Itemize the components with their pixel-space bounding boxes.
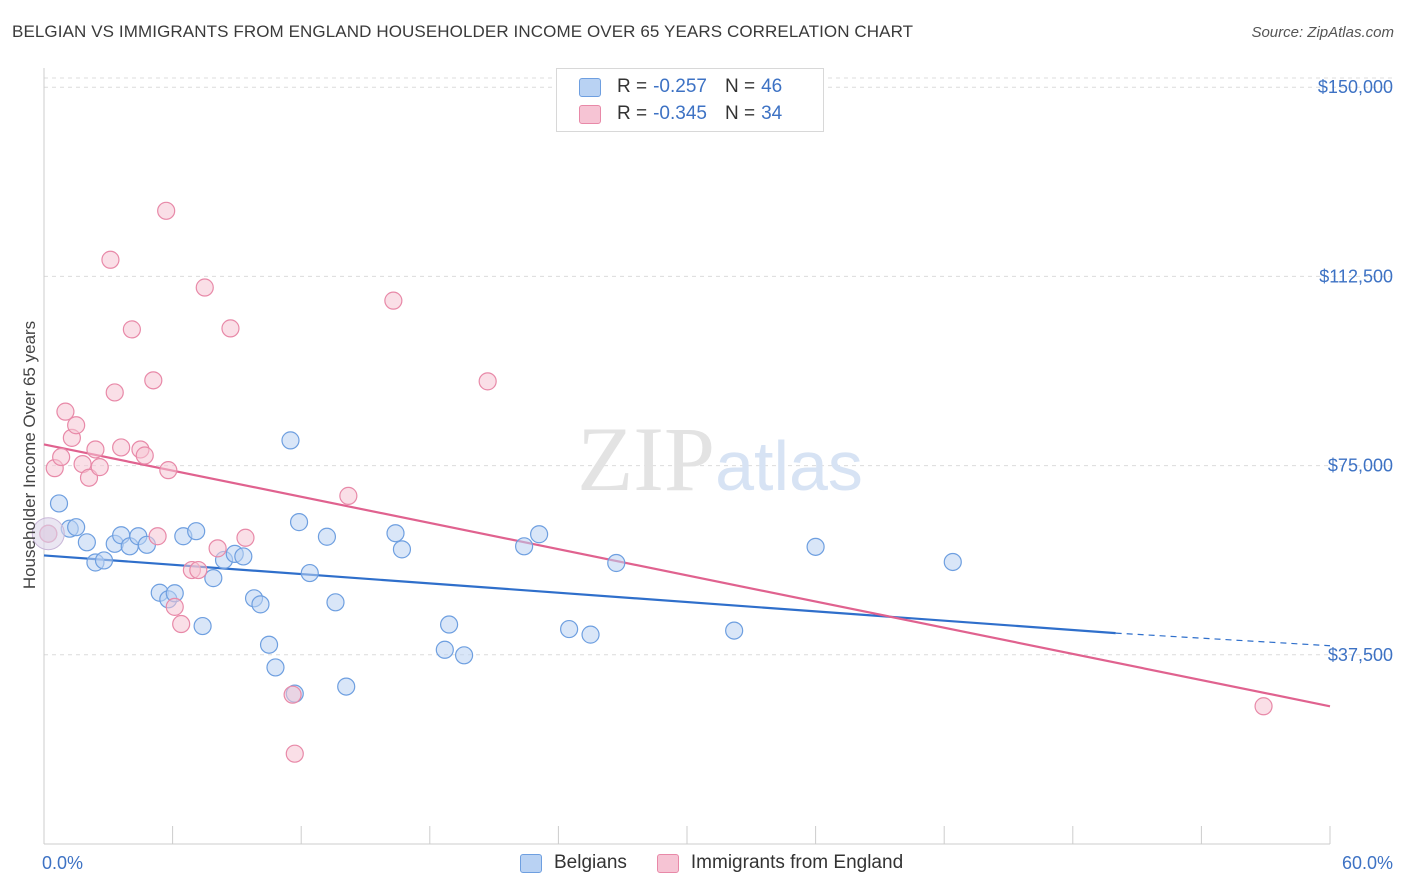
data-points xyxy=(31,201,1273,763)
r-value-england: -0.345 xyxy=(653,103,707,124)
r-value-belgians: -0.257 xyxy=(653,76,707,97)
data-point-england xyxy=(221,319,240,338)
data-point-england xyxy=(478,372,497,391)
data-point-england xyxy=(112,438,131,457)
data-point-belgians xyxy=(607,553,626,573)
data-point-england xyxy=(105,383,124,402)
data-point-belgians xyxy=(94,551,114,570)
legend-row-england: R = -0.345 N = 34 xyxy=(579,101,800,127)
series-legend: Belgians Immigrants from England xyxy=(520,852,933,874)
data-point-belgians xyxy=(392,540,412,559)
n-value-england: 34 xyxy=(761,103,783,124)
n-value-belgians: 46 xyxy=(761,76,783,97)
data-point-england xyxy=(56,402,75,421)
data-point-england xyxy=(165,597,184,616)
data-point-belgians xyxy=(725,621,744,640)
data-point-england xyxy=(90,458,109,477)
y-tick-label: $150,000 xyxy=(1318,77,1393,97)
data-point-england xyxy=(157,201,176,220)
data-point-england xyxy=(148,527,167,546)
data-point-england xyxy=(101,250,120,269)
data-point-belgians xyxy=(386,524,405,543)
data-point-belgians xyxy=(49,494,69,513)
legend-item-england[interactable]: Immigrants from England xyxy=(656,852,904,874)
axes xyxy=(43,68,1331,845)
data-point-england xyxy=(52,447,71,467)
data-point-england xyxy=(86,440,105,459)
data-point-england xyxy=(67,416,86,435)
belgians-swatch xyxy=(579,77,601,97)
legend-label-belgians: Belgians xyxy=(554,852,627,873)
trend-line-england xyxy=(43,443,1331,708)
belgians-legend-swatch xyxy=(520,853,542,873)
data-point-belgians xyxy=(317,527,337,546)
data-point-belgians xyxy=(943,552,962,572)
data-point-belgians xyxy=(67,518,86,537)
trend-line-extension xyxy=(1115,632,1331,647)
data-point-belgians xyxy=(259,635,279,654)
data-point-belgians xyxy=(435,640,454,659)
correlation-legend: R = -0.257 N = 46 R = -0.345 N = 34 xyxy=(556,68,824,132)
data-point-belgians xyxy=(234,547,253,566)
data-point-belgians xyxy=(326,593,345,612)
data-point-belgians xyxy=(281,431,300,450)
data-point-belgians xyxy=(187,522,206,541)
data-point-belgians xyxy=(530,525,549,544)
data-point-belgians xyxy=(806,537,825,556)
data-point-belgians xyxy=(289,513,309,532)
data-point-england xyxy=(195,278,214,297)
data-point-england xyxy=(1254,697,1273,716)
data-point-england xyxy=(122,320,141,339)
england-legend-swatch xyxy=(656,853,679,873)
data-point-england xyxy=(339,486,358,505)
legend-row-belgians: R = -0.257 N = 46 xyxy=(579,74,800,100)
data-point-belgians xyxy=(439,615,459,634)
data-point-belgians xyxy=(454,646,474,665)
data-point-england xyxy=(236,528,255,547)
n-label: N = xyxy=(724,103,756,124)
data-point-england xyxy=(285,744,304,763)
x-tick-label: 0.0% xyxy=(42,853,83,873)
data-point-england xyxy=(189,560,208,580)
data-point-belgians xyxy=(515,537,534,556)
data-point-england xyxy=(283,685,302,704)
r-label: R = xyxy=(617,103,648,124)
y-axis-label: Householder Income Over 65 years xyxy=(20,321,39,589)
data-point-england xyxy=(135,446,154,465)
data-point-belgians xyxy=(560,619,579,639)
y-tick-label: $112,500 xyxy=(1319,266,1393,286)
data-point-england xyxy=(159,461,178,480)
y-tick-label: $75,000 xyxy=(1328,456,1393,476)
legend-item-belgians[interactable]: Belgians xyxy=(520,852,627,874)
data-point-belgians xyxy=(581,625,600,644)
n-label: N = xyxy=(724,76,756,97)
legend-label-england: Immigrants from England xyxy=(690,852,904,873)
data-point-england xyxy=(208,539,227,558)
data-point-belgians xyxy=(266,658,285,677)
data-point-belgians xyxy=(204,569,223,588)
data-point-cluster xyxy=(31,517,65,551)
data-point-belgians xyxy=(193,616,212,636)
r-label: R = xyxy=(617,76,648,97)
y-tick-label: $37,500 xyxy=(1328,645,1393,665)
data-point-england xyxy=(172,614,191,634)
chart-title: BELGIAN VS IMMIGRANTS FROM ENGLAND HOUSE… xyxy=(12,22,914,41)
data-point-belgians xyxy=(337,677,356,696)
data-point-belgians xyxy=(77,533,96,552)
england-swatch xyxy=(579,104,601,124)
data-point-england xyxy=(144,371,163,390)
watermark: ZIPatlas xyxy=(577,408,863,510)
data-point-belgians xyxy=(251,595,270,614)
tick-labels: $37,500 $75,000 $112,500 $150,000 0.0% 60.0% xyxy=(42,77,1393,873)
data-point-england xyxy=(384,291,403,310)
x-tick-label: 60.0% xyxy=(1342,853,1393,873)
chart-source: Source: ZipAtlas.com xyxy=(1251,24,1394,41)
gridlines xyxy=(44,77,1395,656)
data-point-belgians xyxy=(300,563,319,583)
